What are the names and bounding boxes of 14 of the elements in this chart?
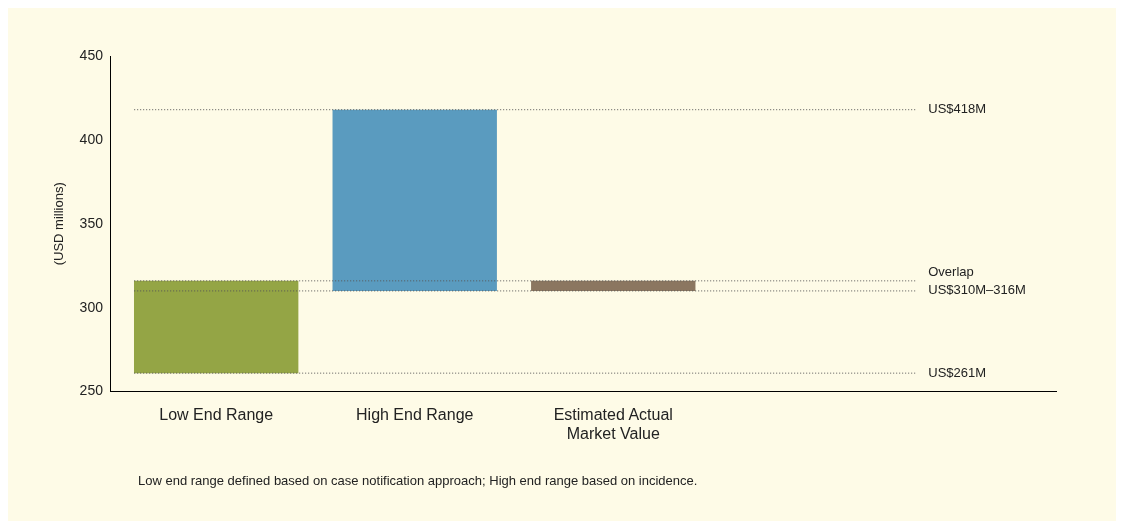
ref-line-label: US$418M xyxy=(928,101,987,117)
x-tick-label: High End Range xyxy=(356,405,474,423)
y-tick-label: 350 xyxy=(79,214,104,231)
x-tick-label: Estimated Actual Market Value xyxy=(553,405,673,442)
x-tick-label: Low End Range xyxy=(159,405,274,423)
y-tick-label: 250 xyxy=(79,382,104,399)
y-axis-title: (USD millions) xyxy=(51,182,67,266)
y-tick-label: 450 xyxy=(79,46,104,63)
text: Low end range defined based on case notification approach; High end range based on incidence. xyxy=(138,473,698,488)
ref-line-label: US$261M xyxy=(928,364,987,380)
y-tick-label: 300 xyxy=(79,298,104,315)
ref-line-label: Overlap xyxy=(928,263,974,279)
y-tick-label: 400 xyxy=(79,130,104,147)
ref-line-label: US$310M–316M xyxy=(928,282,1026,298)
